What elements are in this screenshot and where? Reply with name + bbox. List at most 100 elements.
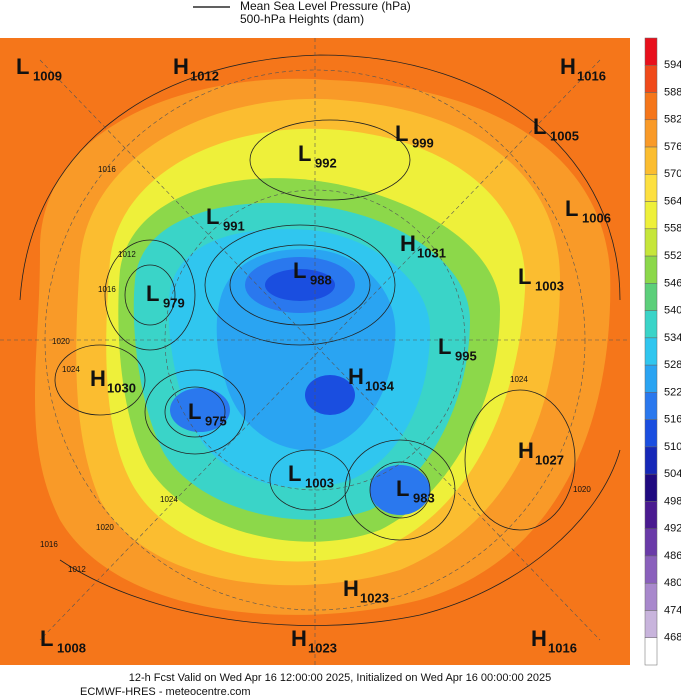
center-value: 1027 <box>535 452 564 467</box>
colorbar-swatch <box>644 364 658 393</box>
center-letter: L <box>206 204 219 229</box>
colorbar-swatch <box>644 637 658 666</box>
colorbar-swatch <box>644 201 658 230</box>
center-letter: L <box>288 461 301 486</box>
center-letter: L <box>298 141 311 166</box>
center-letter: L <box>518 264 531 289</box>
graticule <box>0 38 630 665</box>
center-letter: H <box>343 576 359 601</box>
colorbar-swatch <box>644 119 658 148</box>
colorbar-label: 582 <box>664 114 681 126</box>
center-letter: H <box>291 626 307 651</box>
colorbar-label: 504 <box>664 468 681 480</box>
center-letter: L <box>146 281 159 306</box>
center-value: 1023 <box>360 590 389 605</box>
legend-item: Mean Sea Level Pressure (hPa) <box>240 0 411 13</box>
colorbar-swatch <box>644 65 658 93</box>
isobar-label: 1024 <box>160 495 178 504</box>
height-zone <box>265 269 335 301</box>
colorbar-swatch <box>644 255 658 284</box>
center-value: 1016 <box>577 68 606 83</box>
colorbar-swatch <box>644 419 658 448</box>
center-letter: H <box>90 366 106 391</box>
center-value: 1009 <box>33 68 62 83</box>
center-letter: L <box>16 54 29 79</box>
colorbar-label: 468 <box>664 632 681 644</box>
isobar-label: 1012 <box>68 565 86 574</box>
center-letter: H <box>560 54 576 79</box>
colorbar-label: 564 <box>664 195 681 207</box>
colorbar-swatch <box>644 610 658 638</box>
center-letter: H <box>531 626 547 651</box>
colorbar-label: 498 <box>664 495 681 507</box>
colorbar-swatch <box>644 392 658 420</box>
colorbar-label: 486 <box>664 550 681 562</box>
colorbar-swatch <box>644 146 658 175</box>
colorbar-swatch <box>644 446 658 475</box>
center-letter: L <box>438 334 451 359</box>
center-value: 1008 <box>57 640 86 655</box>
center-value: 1003 <box>535 278 564 293</box>
colorbar-label: 576 <box>664 141 681 153</box>
center-value: 1012 <box>190 68 219 83</box>
isobar-label: 1016 <box>40 540 58 549</box>
center-value: 999 <box>412 135 434 150</box>
colorbar-label: 516 <box>664 414 681 426</box>
center-letter: L <box>293 258 306 283</box>
center-letter: L <box>533 114 546 139</box>
colorbar-label: 510 <box>664 441 681 453</box>
colorbar-label: 480 <box>664 577 681 589</box>
footer-source: ECMWF-HRES - meteocentre.com <box>80 686 251 698</box>
center-value: 1016 <box>548 640 577 655</box>
center-value: 991 <box>223 218 245 233</box>
colorbar-label: 540 <box>664 305 681 317</box>
colorbar-swatch <box>644 473 658 502</box>
height-zone <box>170 388 230 432</box>
colorbar-label: 570 <box>664 168 681 180</box>
isobar-label: 1024 <box>62 365 80 374</box>
isobar-label: 1020 <box>52 337 70 346</box>
center-value: 975 <box>205 413 227 428</box>
center-value: 988 <box>310 272 332 287</box>
colorbar: 594 588 582 576 570 564 558 552 546 540 534 528 522 5… <box>644 37 681 666</box>
isobar-label: 1016 <box>98 165 116 174</box>
colorbar-swatch <box>644 501 658 529</box>
center-value: 1003 <box>305 475 334 490</box>
center-value: 995 <box>455 348 477 363</box>
center-letter: L <box>565 196 578 221</box>
colorbar-label: 522 <box>664 386 681 398</box>
center-value: 1030 <box>107 380 136 395</box>
legend: Mean Sea Level Pressure (hPa) 500-hPa He… <box>193 0 411 26</box>
colorbar-label: 474 <box>664 604 681 616</box>
colorbar-swatch <box>644 174 658 202</box>
height-zone <box>305 375 355 415</box>
colorbar-swatch <box>644 228 658 257</box>
center-value: 1034 <box>365 378 395 393</box>
center-value: 992 <box>315 155 337 170</box>
colorbar-label: 558 <box>664 223 681 235</box>
isobar-label: 1024 <box>510 375 528 384</box>
colorbar-swatch <box>644 37 658 66</box>
colorbar-label: 546 <box>664 277 681 289</box>
colorbar-label: 492 <box>664 523 681 535</box>
isobars <box>19 54 621 626</box>
center-value: 979 <box>163 295 185 310</box>
isobar-label: 1020 <box>96 523 114 532</box>
isobar-label: 1012 <box>118 250 136 259</box>
colorbar-swatch <box>644 92 658 121</box>
center-letter: L <box>188 399 201 424</box>
center-letter: L <box>40 626 53 651</box>
center-letter: H <box>400 231 416 256</box>
center-letter: H <box>173 54 189 79</box>
colorbar-label: 588 <box>664 86 681 98</box>
colorbar-swatch <box>644 337 658 366</box>
colorbar-swatch <box>644 310 658 339</box>
center-value: 1023 <box>308 640 337 655</box>
height-zone <box>370 465 430 515</box>
center-value: 983 <box>413 490 435 505</box>
footer-valid: 12-h Fcst Valid on Wed Apr 16 12:00:00 2… <box>129 672 552 684</box>
colorbar-swatch <box>644 555 658 584</box>
colorbar-swatch <box>644 582 658 611</box>
